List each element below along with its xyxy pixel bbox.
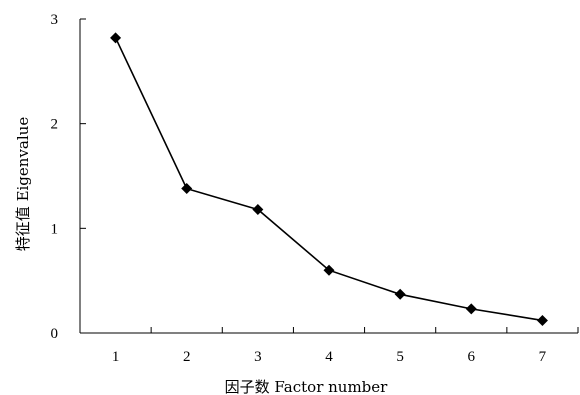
y-axis-title: 特征值 Eigenvalue: [14, 117, 32, 252]
data-point: [323, 264, 335, 276]
x-tick-label: 2: [183, 349, 191, 365]
x-axis-title: 因子数 Factor number: [225, 378, 389, 395]
x-tick-label: 3: [254, 349, 262, 365]
data-point: [252, 203, 264, 215]
data-point: [536, 314, 548, 326]
x-tick-label: 6: [468, 349, 476, 365]
x-tick-label: 5: [396, 349, 404, 365]
y-tick-label: 0: [51, 326, 59, 342]
data-point: [394, 288, 406, 300]
x-tick-label: 7: [539, 349, 547, 365]
data-point: [110, 32, 122, 44]
data-point: [181, 183, 193, 195]
series-line: [114, 37, 543, 322]
y-tick-label: 1: [51, 221, 59, 237]
y-tick-label: 3: [51, 12, 59, 28]
plot-area: [110, 32, 548, 326]
x-tick-label: 4: [325, 349, 333, 365]
data-point: [465, 303, 477, 315]
axes: 0 1 2 3 1 2 3 4 5 6 7: [51, 12, 579, 365]
x-tick-label: 1: [112, 349, 120, 365]
y-tick-label: 2: [51, 117, 59, 133]
